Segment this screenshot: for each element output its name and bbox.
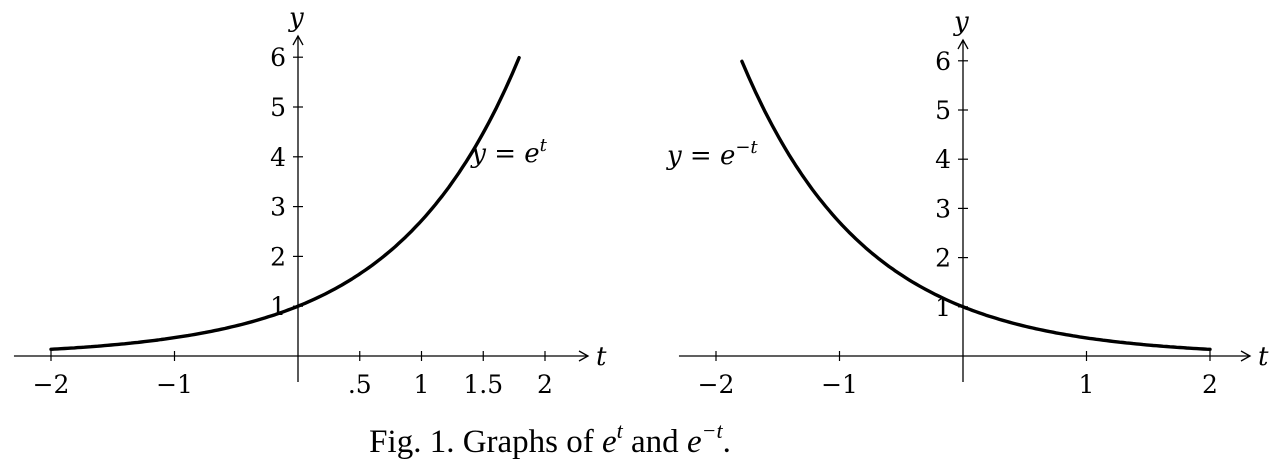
y-tick-label: 3 (935, 194, 951, 223)
x-tick-label: −1 (821, 370, 858, 399)
x-tick-label: 1.5 (463, 370, 503, 399)
y-tick-label: 4 (935, 145, 951, 174)
caption-lead: Fig. 1. Graphs of (369, 424, 594, 460)
x-tick-label: 2 (537, 370, 553, 399)
equation-label: y = e−t (666, 137, 758, 171)
y-tick-label: 2 (935, 244, 951, 273)
y-tick-label: 6 (935, 47, 951, 76)
y-tick-label: 2 (270, 242, 286, 271)
x-tick-label: 1 (414, 370, 430, 399)
y-tick-label: 6 (270, 43, 286, 72)
equation-exponent: −t (735, 137, 758, 158)
caption-sup-2: −t (702, 418, 723, 443)
caption-end: . (723, 424, 731, 460)
x-tick-label: .5 (348, 370, 372, 399)
caption-base-1: e (602, 424, 617, 460)
equation-base: y = e (666, 141, 735, 171)
x-axis-label: t (1258, 342, 1269, 372)
figure-caption: Fig. 1. Graphs of et and e−t. (0, 418, 1100, 461)
x-axis-label: t (596, 342, 607, 372)
x-tick-label: −2 (698, 370, 735, 399)
curve-line (742, 61, 1210, 349)
equation-label: y = et (470, 135, 547, 169)
caption-base-2: e (687, 424, 702, 460)
x-tick-label: 2 (1202, 370, 1218, 399)
y-tick-label: 3 (270, 193, 286, 222)
y-axis-label: y (953, 7, 969, 37)
y-axis-label: y (288, 3, 304, 33)
equation-base: y = e (470, 139, 539, 169)
x-tick-label: 1 (1079, 370, 1095, 399)
equation-exponent: t (540, 135, 548, 156)
x-tick-label: −2 (33, 370, 70, 399)
caption-middle: and (631, 424, 679, 460)
y-tick-label: 5 (935, 96, 951, 125)
y-tick-label: 4 (270, 143, 286, 172)
caption-sup-1: t (617, 418, 623, 443)
x-tick-label: −1 (156, 370, 193, 399)
y-tick-label: 5 (270, 93, 286, 122)
